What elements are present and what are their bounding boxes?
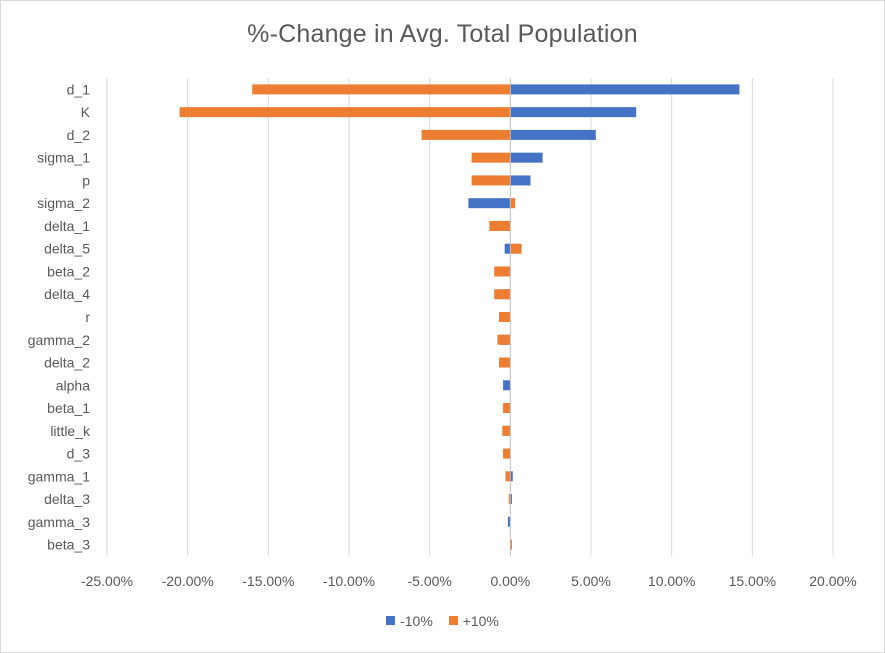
legend: -10% +10%: [0, 612, 885, 629]
bar-minus-delta_5: [504, 243, 511, 254]
bar-plus-sigma_1: [471, 152, 511, 163]
category-label-d_1: d_1: [67, 81, 91, 97]
bar-plus-d_3: [503, 448, 511, 459]
category-label-beta_3: beta_3: [47, 537, 90, 553]
bar-plus-little_k: [502, 425, 511, 436]
bar-plus-r: [499, 312, 511, 322]
bar-plus-gamma_2: [497, 334, 511, 345]
bar-minus-p: [510, 175, 531, 186]
x-tick-label-0: -25.00%: [81, 573, 133, 589]
bar-plus-delta_4: [494, 289, 511, 300]
bar-plus-delta_5: [510, 243, 522, 254]
x-tick-label-2: -15.00%: [242, 573, 294, 589]
category-label-gamma_2: gamma_2: [28, 332, 90, 348]
category-label-little_k: little_k: [50, 423, 91, 439]
bar-minus-gamma_1: [510, 471, 513, 482]
bar-plus-d_2: [421, 129, 511, 140]
category-label-p: p: [82, 172, 90, 188]
category-label-delta_1: delta_1: [44, 218, 90, 234]
category-label-gamma_3: gamma_3: [28, 514, 90, 530]
bar-plus-beta_3: [510, 539, 512, 550]
category-label-sigma_2: sigma_2: [37, 195, 90, 211]
x-tick-label-6: 5.00%: [571, 573, 611, 589]
x-tick-label-7: 10.00%: [648, 573, 695, 589]
x-tick-label-3: -10.00%: [323, 573, 375, 589]
legend-swatch-plus: [448, 616, 458, 625]
bar-minus-d_1: [510, 84, 740, 95]
bar-plus-sigma_2: [510, 198, 516, 209]
legend-label-minus: -10%: [400, 612, 433, 629]
category-label-delta_5: delta_5: [44, 241, 90, 257]
bar-plus-beta_1: [503, 403, 511, 414]
category-label-delta_2: delta_2: [44, 355, 90, 371]
category-label-beta_1: beta_1: [47, 400, 90, 416]
category-label-alpha: alpha: [56, 377, 90, 393]
x-tick-label-4: -5.00%: [407, 573, 451, 589]
bar-plus-delta_1: [489, 220, 511, 231]
category-label-r: r: [85, 309, 90, 325]
bar-minus-K: [510, 107, 637, 118]
bar-plus-beta_2: [494, 266, 511, 277]
bar-minus-delta_3: [510, 494, 512, 505]
x-tick-label-1: -20.00%: [162, 573, 214, 589]
legend-label-plus: +10%: [462, 612, 499, 629]
chart-title: %-Change in Avg. Total Population: [247, 20, 638, 48]
bar-plus-gamma_1: [505, 471, 511, 482]
bar-plus-p: [471, 175, 511, 186]
legend-item-plus: +10%: [448, 612, 499, 629]
bar-minus-sigma_2: [468, 198, 511, 209]
bar-plus-delta_3: [508, 494, 511, 505]
category-label-delta_4: delta_4: [44, 286, 90, 302]
bar-plus-K: [179, 107, 511, 118]
category-label-delta_3: delta_3: [44, 491, 90, 507]
legend-item-minus: -10%: [386, 613, 433, 629]
category-label-gamma_1: gamma_1: [28, 468, 90, 484]
x-tick-label-5: 0.00%: [490, 573, 530, 589]
bar-plus-delta_2: [499, 357, 511, 368]
category-label-K: K: [81, 104, 91, 120]
bar-plus-d_1: [252, 84, 511, 95]
bar-minus-d_2: [510, 129, 596, 140]
bar-minus-sigma_1: [510, 152, 543, 163]
category-label-beta_2: beta_2: [47, 263, 90, 279]
bar-minus-gamma_3: [507, 516, 511, 527]
category-label-d_2: d_2: [67, 127, 91, 143]
x-tick-label-8: 15.00%: [729, 573, 776, 589]
category-label-d_3: d_3: [67, 446, 91, 462]
legend-swatch-minus: [386, 616, 396, 625]
category-label-sigma_1: sigma_1: [37, 150, 90, 166]
x-tick-label-9: 20.00%: [809, 573, 856, 589]
bar-minus-alpha: [503, 380, 511, 391]
